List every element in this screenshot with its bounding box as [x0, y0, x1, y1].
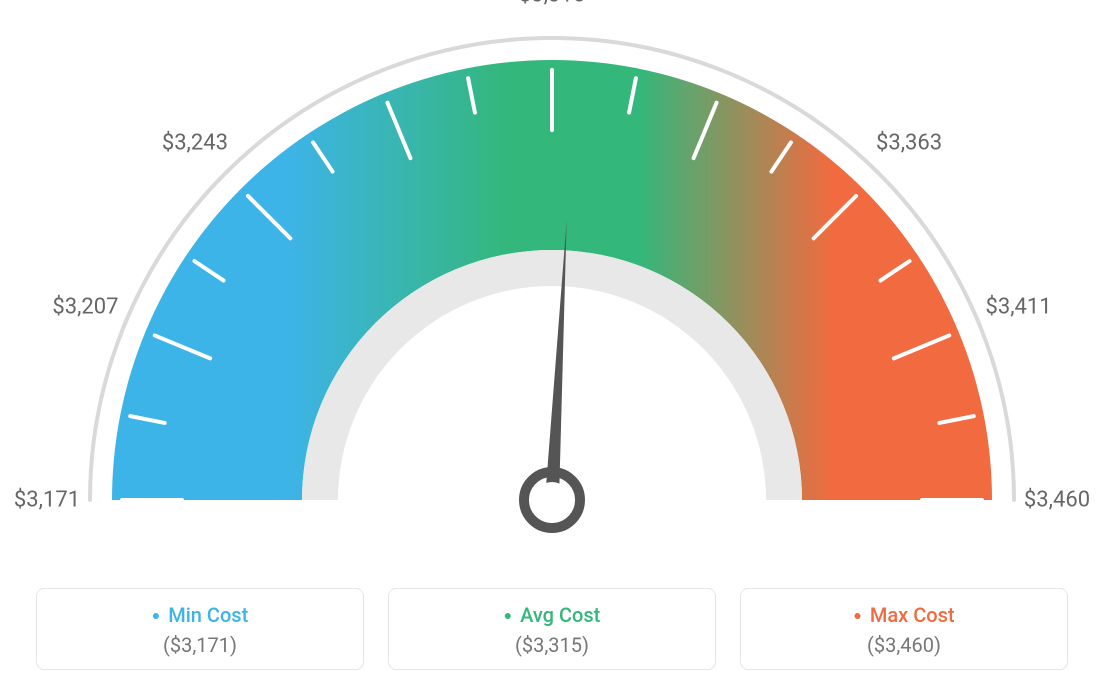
legend-min-value: ($3,171) [47, 633, 353, 657]
gauge-scale-label: $3,363 [876, 130, 942, 155]
legend-min-title: Min Cost [47, 603, 353, 627]
gauge-scale-label: $3,207 [52, 294, 118, 319]
gauge-svg [0, 0, 1104, 560]
legend-max-value: ($3,460) [751, 633, 1057, 657]
gauge-scale-label: $3,171 [14, 488, 80, 513]
legend-card-min: Min Cost ($3,171) [36, 588, 364, 670]
legend-row: Min Cost ($3,171) Avg Cost ($3,315) Max … [36, 588, 1068, 670]
gauge-scale-label: $3,315 [519, 0, 585, 8]
gauge-scale-label: $3,411 [985, 294, 1051, 319]
legend-card-avg: Avg Cost ($3,315) [388, 588, 716, 670]
gauge-chart-widget: { "gauge": { "type": "gauge", "min_value… [0, 0, 1104, 690]
legend-max-title: Max Cost [751, 603, 1057, 627]
gauge-area: $3,171 $3,207 $3,243 $3,315 $3,363 $3,411 $3,4… [0, 0, 1104, 560]
legend-card-max: Max Cost ($3,460) [740, 588, 1068, 670]
legend-avg-value: ($3,315) [399, 633, 705, 657]
gauge-scale-label: $3,460 [1024, 488, 1090, 513]
gauge-scale-label: $3,243 [162, 130, 228, 155]
legend-avg-title: Avg Cost [399, 603, 705, 627]
